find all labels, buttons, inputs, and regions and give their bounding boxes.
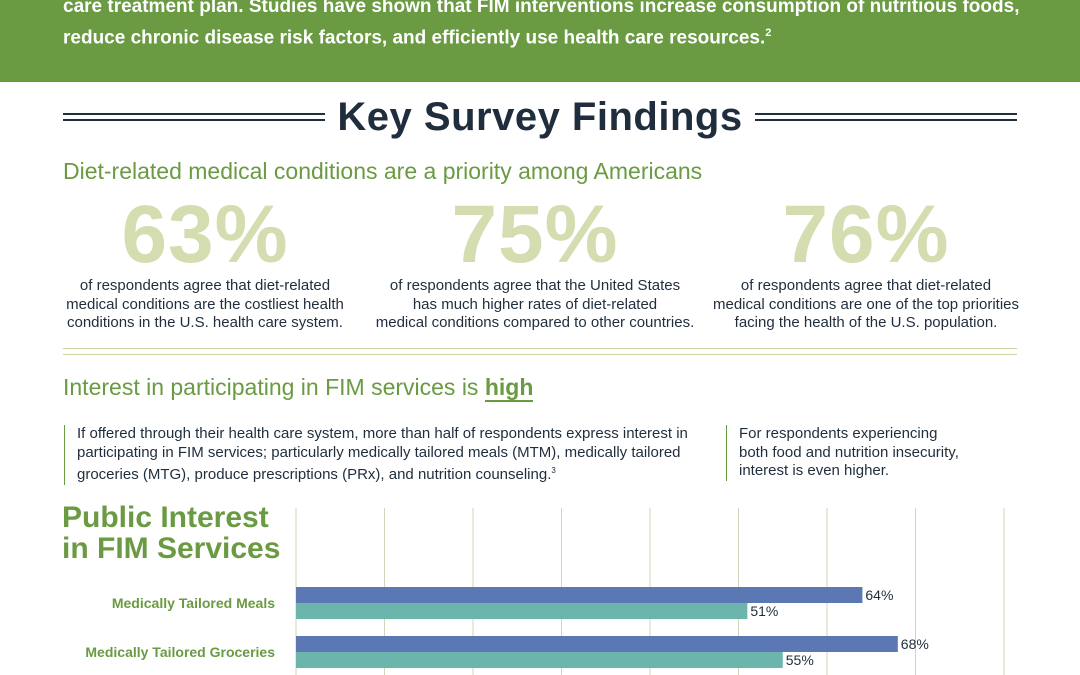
stat-desc-line: medical conditions compared to other cou… — [375, 314, 695, 331]
stat-desc-line: medical conditions are the costliest hea… — [66, 295, 344, 313]
interest-heading-text: Interest in participating in FIM service… — [63, 374, 485, 400]
interest-summary: If offered through their health care sys… — [64, 425, 717, 485]
stat-desc-line: of respondents agree that the United Sta… — [389, 277, 681, 294]
category-label: Medically Tailored Meals — [112, 595, 275, 611]
section-heading-interest: Interest in participating in FIM service… — [63, 374, 534, 402]
stat-desc-line: of respondents agree that diet-related — [79, 277, 331, 294]
summary-line: groceries (MTG), produce prescriptions (… — [77, 462, 717, 485]
summary-line: If offered through their health care sys… — [77, 425, 688, 442]
stat-desc-line: has much higher rates of diet-related — [412, 295, 658, 313]
note-line: For respondents experiencing — [739, 425, 938, 442]
category-label: Medically Tailored Groceries — [85, 644, 275, 660]
footnote-ref: 3 — [551, 466, 556, 475]
insecurity-note: For respondents experiencing both food a… — [726, 425, 1019, 481]
bar — [296, 587, 863, 603]
stat-desc-line: conditions in the U.S. health care syste… — [67, 314, 343, 331]
summary-line: participating in FIM services; particula… — [77, 443, 681, 461]
note-line: both food and nutrition insecurity, — [739, 443, 959, 461]
value-label: 64% — [865, 587, 893, 603]
stat-value: 75% — [451, 189, 619, 280]
stat-description: of respondents agree that diet-related m… — [705, 277, 1027, 333]
stat-desc-line: medical conditions are one of the top pr… — [712, 295, 1019, 313]
chart-title-line: Public Interest — [62, 501, 269, 534]
value-label: 68% — [901, 636, 929, 652]
stat-desc-line: facing the health of the U.S. population… — [734, 314, 998, 331]
stat-card-75: 75% of respondents agree that the United… — [365, 189, 705, 333]
value-label: 55% — [786, 652, 814, 668]
section-divider — [63, 348, 1017, 355]
title-rule-right — [755, 113, 1017, 121]
stat-description: of respondents agree that the United Sta… — [365, 277, 705, 333]
stat-value: 63% — [121, 189, 289, 280]
chart-title-line: in FIM Services — [62, 532, 281, 565]
intro-banner: care treatment plan. Studies have shown … — [0, 0, 1080, 82]
stat-card-76: 76% of respondents agree that diet-relat… — [705, 189, 1027, 333]
intro-line-2-text: reduce chronic disease risk factors, and… — [63, 27, 766, 49]
footnote-ref: 2 — [765, 27, 772, 39]
note-line: interest is even higher. — [739, 462, 890, 479]
stat-value: 76% — [782, 189, 950, 280]
title-row: Key Survey Findings — [63, 95, 1017, 143]
value-label: 51% — [750, 603, 778, 619]
intro-line-2: reduce chronic disease risk factors, and… — [63, 20, 1043, 51]
bar — [296, 603, 748, 619]
intro-line-1: care treatment plan. Studies have shown … — [63, 0, 1020, 17]
summary-line-text: groceries (MTG), produce prescriptions (… — [77, 466, 552, 483]
stat-card-63: 63% of respondents agree that diet-relat… — [55, 189, 355, 333]
stat-desc-line: of respondents agree that diet-related — [740, 277, 992, 294]
stat-description: of respondents agree that diet-related m… — [55, 277, 355, 333]
page-title: Key Survey Findings — [337, 95, 743, 139]
bar — [296, 636, 898, 652]
chart-title: Public Interest in FIM Services — [62, 502, 280, 564]
section-heading-diet: Diet-related medical conditions are a pr… — [63, 158, 703, 184]
bar — [296, 652, 783, 668]
title-rule-left — [63, 113, 325, 121]
interest-heading-highlight: high — [484, 374, 534, 402]
intro-text: care treatment plan. Studies have shown … — [63, 0, 1043, 51]
